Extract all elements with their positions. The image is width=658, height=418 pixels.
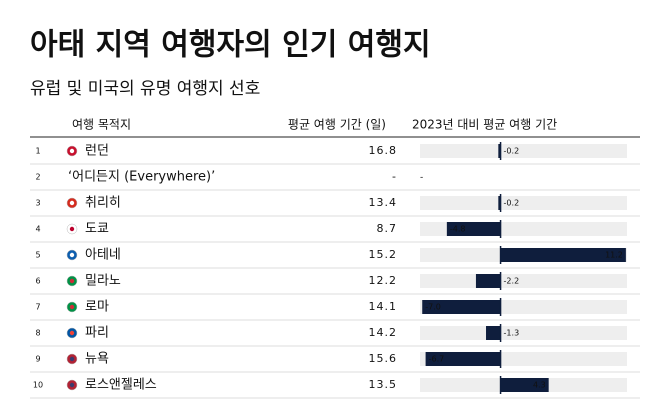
flag-mark <box>69 382 75 388</box>
rank: 6 <box>35 277 40 286</box>
column-header: 평균 여행 기간 (일) <box>288 117 386 132</box>
change-label: -6.7 <box>429 355 445 364</box>
bar <box>486 326 501 340</box>
days: 15.2 <box>369 248 398 261</box>
column-header: 여행 목적지 <box>72 117 131 132</box>
bar <box>500 378 549 392</box>
days: 8.7 <box>377 222 398 235</box>
change-label: -1.3 <box>504 329 520 338</box>
column-header: 2023년 대비 평균 여행 기간 <box>412 117 557 132</box>
city: 로스앤젤레스 <box>85 378 157 393</box>
rank: 5 <box>35 251 40 260</box>
city: 아테네 <box>85 248 121 263</box>
change-label: -4.8 <box>450 225 466 234</box>
bar-track <box>420 144 627 158</box>
city: 파리 <box>85 326 109 341</box>
city: 도쿄 <box>85 222 109 237</box>
city: 밀라노 <box>85 274 121 289</box>
bar <box>446 222 501 236</box>
rank: 7 <box>35 303 40 312</box>
flag-mark <box>69 330 75 336</box>
bar <box>425 352 501 366</box>
bar <box>422 300 501 314</box>
rank: 8 <box>35 329 40 338</box>
bar-track <box>420 326 627 340</box>
bar <box>498 196 501 210</box>
rank: 1 <box>35 147 40 156</box>
flag-mark <box>69 200 75 206</box>
days: 16.8 <box>369 144 398 157</box>
rank: 4 <box>35 225 40 234</box>
city: 로마 <box>85 300 109 315</box>
days: 13.4 <box>369 196 398 209</box>
flag-mark <box>69 226 75 232</box>
rank: 2 <box>35 173 40 182</box>
bar <box>500 248 626 262</box>
change-label: -0.2 <box>504 147 520 156</box>
flag-mark <box>69 278 75 284</box>
bar-track <box>420 274 627 288</box>
rank: 9 <box>35 355 40 364</box>
days: - <box>392 170 397 183</box>
change-label: 11.2 <box>605 251 623 260</box>
city: 취리히 <box>85 196 121 211</box>
flag-mark <box>69 252 75 258</box>
flag-mark <box>69 356 75 362</box>
title: 아태 지역 여행자의 인기 여행지 <box>30 28 431 63</box>
bar-track <box>420 196 627 210</box>
bar <box>475 274 501 288</box>
days: 14.2 <box>369 326 398 339</box>
rank: 3 <box>35 199 40 208</box>
city: 뉴욕 <box>85 352 109 367</box>
change-label: - <box>420 173 423 183</box>
subtitle: 유럽 및 미국의 유명 여행지 선호 <box>30 79 260 99</box>
days: 13.5 <box>369 378 398 391</box>
flag-mark <box>69 148 75 154</box>
change-label: 4.3 <box>533 381 546 390</box>
city: 런던 <box>85 144 109 159</box>
days: 15.6 <box>369 352 398 365</box>
city: ‘어디든지 (Everywhere)’ <box>68 170 215 185</box>
bar <box>498 144 501 158</box>
days: 12.2 <box>369 274 398 287</box>
change-label: -7.0 <box>425 303 441 312</box>
flag-mark <box>69 304 75 310</box>
change-label: -0.2 <box>504 199 520 208</box>
change-label: -2.2 <box>504 277 520 286</box>
rank: 10 <box>33 381 43 390</box>
days: 14.1 <box>369 300 398 313</box>
